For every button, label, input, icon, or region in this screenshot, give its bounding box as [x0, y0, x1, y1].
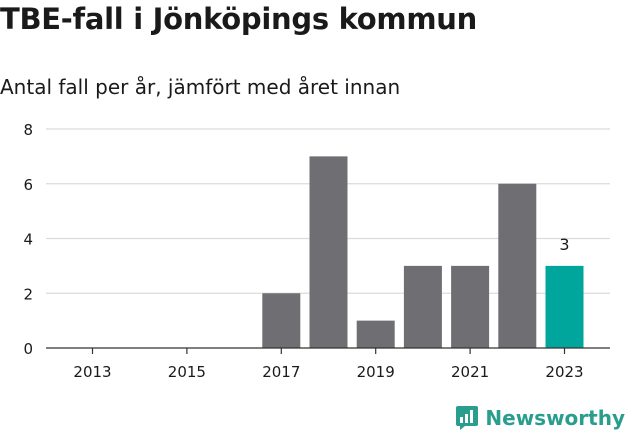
newsworthy-logo-icon [456, 406, 479, 430]
y-tick-label: 8 [23, 121, 33, 139]
x-tick-label: 2019 [357, 363, 395, 381]
bar [356, 320, 395, 348]
x-tick-label: 2017 [262, 363, 300, 381]
y-tick-label: 2 [23, 285, 33, 303]
y-tick-label: 4 [23, 231, 33, 249]
x-tick-label: 2013 [73, 363, 111, 381]
bar [309, 156, 348, 348]
chart-subtitle: Antal fall per år, jämfört med året inna… [0, 75, 401, 99]
x-tick-label: 2021 [451, 363, 489, 381]
chart-title: TBE-fall i Jönköpings kommun [0, 2, 477, 36]
bar [262, 293, 301, 348]
bar [545, 265, 584, 348]
x-tick-label: 2023 [545, 363, 583, 381]
newsworthy-logo: Newsworthy [455, 405, 625, 431]
brand-name: Newsworthy [485, 406, 625, 430]
x-tick-label: 2015 [168, 363, 206, 381]
data-label: 3 [559, 235, 569, 254]
bar [498, 183, 537, 348]
y-tick-label: 6 [23, 176, 33, 194]
y-tick-label: 0 [23, 340, 33, 358]
bar [403, 265, 442, 348]
bar [451, 265, 490, 348]
